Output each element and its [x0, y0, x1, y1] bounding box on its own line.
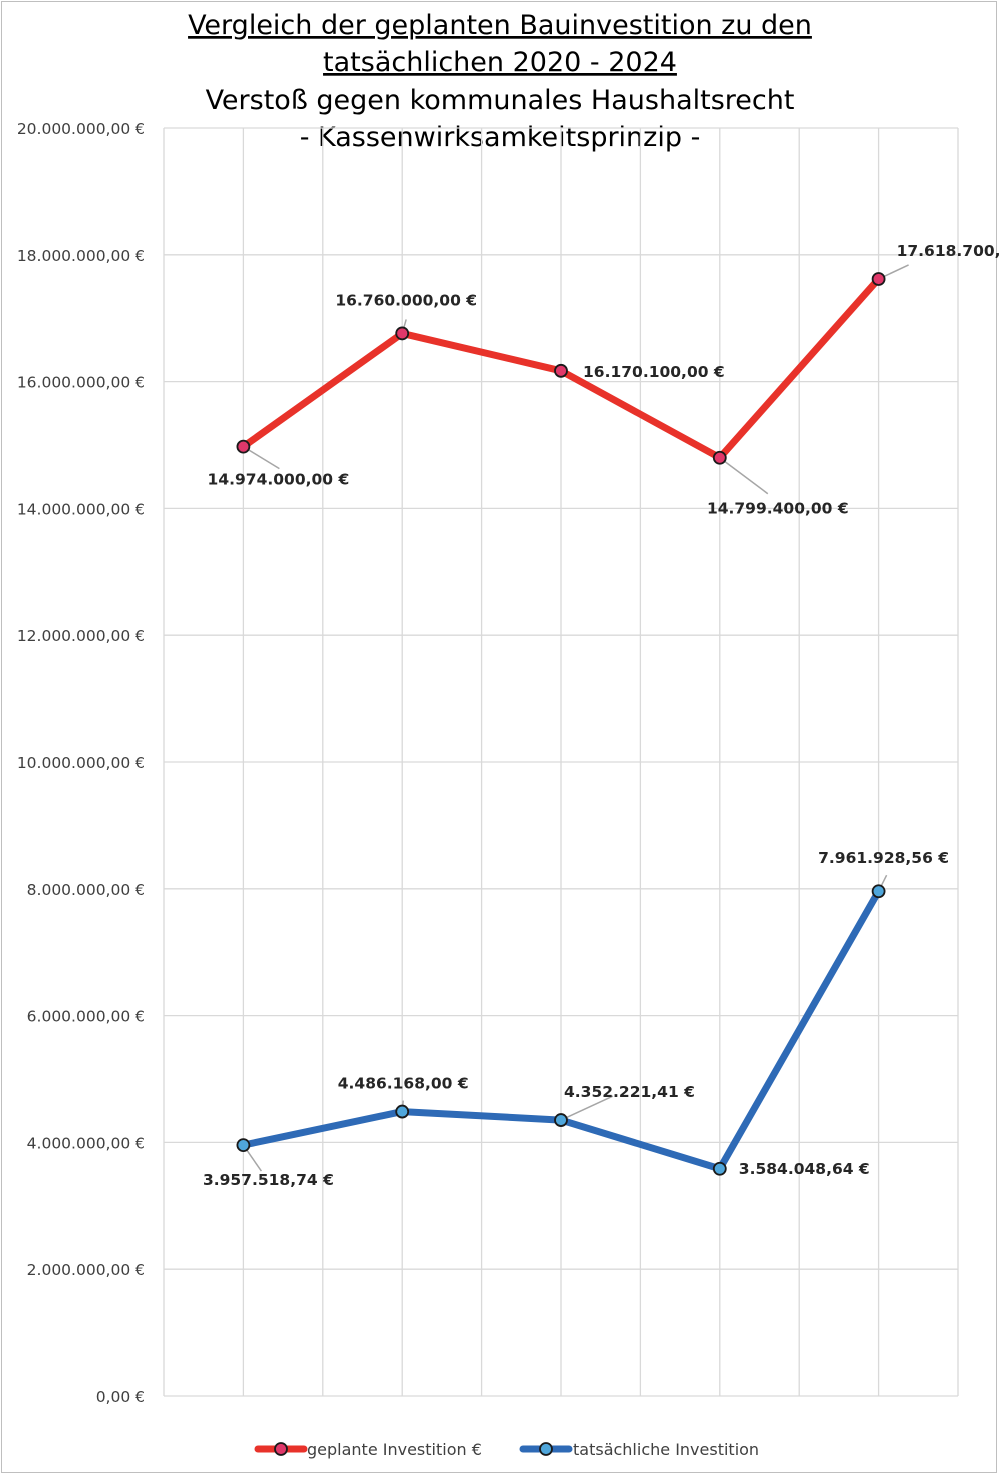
y-tick-label: 8.000.000,00 €	[27, 881, 145, 899]
legend-marker	[274, 1442, 288, 1456]
y-tick-label: 2.000.000,00 €	[27, 1261, 145, 1279]
data-point[interactable]	[236, 439, 251, 454]
data-point[interactable]	[395, 326, 410, 341]
data-point[interactable]	[712, 1161, 727, 1176]
y-axis: 0,00 € 2.000.000,00 € 4.000.000,00 € 6.000.…	[17, 120, 145, 1406]
plot-area: 14.974.000,00 € 16.760.000,00 € 16.170.100…	[203, 242, 1000, 1189]
series-actual: 3.957.518,74 € 4.486.168,00 € 4.352.221,41…	[203, 849, 949, 1189]
y-tick-label: 20.000.000,00 €	[17, 120, 145, 138]
leader-line	[243, 446, 280, 470]
y-tick-label: 12.000.000,00 €	[17, 627, 145, 645]
data-label: 7.961.928,56 €	[818, 849, 949, 867]
legend-item[interactable]: geplante Investition €	[254, 1440, 482, 1459]
y-tick-label: 10.000.000,00 €	[17, 754, 145, 772]
leader-line	[719, 457, 769, 495]
data-point[interactable]	[871, 884, 886, 899]
legend-marker	[539, 1442, 553, 1456]
data-label: 17.618.700,00 €	[897, 242, 1000, 260]
chart-title-line-4: - Kassenwirksamkeitsprinzip -	[300, 122, 701, 153]
data-point[interactable]	[554, 363, 568, 378]
data-point[interactable]	[554, 1113, 568, 1127]
data-label: 3.584.048,64 €	[739, 1160, 870, 1178]
y-tick-label: 14.000.000,00 €	[17, 500, 145, 518]
y-tick-label: 6.000.000,00 €	[27, 1008, 145, 1026]
chart-title: Vergleich der geplanten Bauinvestition z…	[188, 10, 812, 153]
y-tick-label: 18.000.000,00 €	[17, 247, 145, 265]
data-point[interactable]	[395, 1104, 410, 1119]
data-point[interactable]	[871, 272, 886, 286]
legend-label: tatsächliche Investition	[573, 1440, 759, 1459]
horizontal-gridlines	[164, 127, 958, 1397]
chart-title-line-2: tatsächlichen 2020 - 2024	[323, 47, 677, 78]
data-label: 16.760.000,00 €	[335, 291, 477, 309]
data-label: 14.974.000,00 €	[208, 471, 350, 489]
legend: geplante Investition € tatsächliche Inves…	[254, 1440, 759, 1459]
data-label: 4.486.168,00 €	[338, 1075, 469, 1093]
y-tick-label: 4.000.000,00 €	[27, 1134, 145, 1152]
legend-item[interactable]: tatsächliche Investition	[519, 1440, 759, 1459]
data-label: 4.352.221,41 €	[564, 1083, 695, 1101]
data-label: 14.799.400,00 €	[707, 500, 849, 518]
data-point[interactable]	[712, 450, 727, 465]
chart-title-line-1: Vergleich der geplanten Bauinvestition z…	[188, 10, 812, 41]
y-tick-label: 0,00 €	[96, 1388, 145, 1406]
chart-title-line-3: Verstoß gegen kommunales Haushaltsrecht	[206, 85, 795, 116]
data-label: 3.957.518,74 €	[203, 1171, 334, 1189]
leader-line	[560, 1095, 614, 1121]
data-point[interactable]	[236, 1138, 251, 1152]
data-label: 16.170.100,00 €	[583, 363, 725, 381]
series-planned: 14.974.000,00 € 16.760.000,00 € 16.170.100…	[208, 242, 1000, 518]
legend-label: geplante Investition €	[307, 1440, 482, 1459]
y-tick-label: 16.000.000,00 €	[17, 374, 145, 392]
